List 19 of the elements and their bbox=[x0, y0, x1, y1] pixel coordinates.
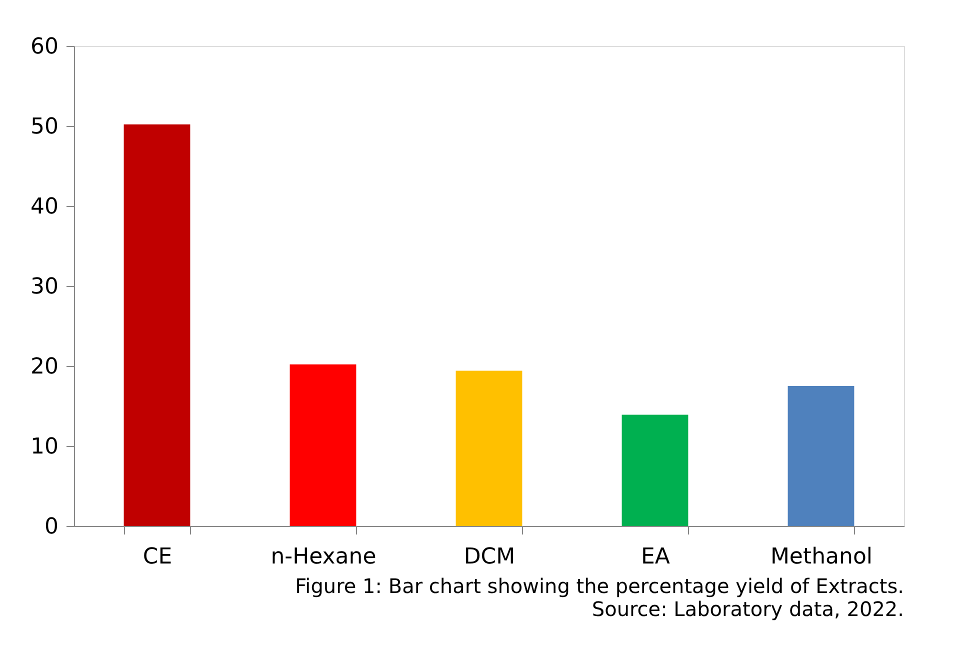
y-tick-label: 50 bbox=[30, 114, 58, 140]
bar bbox=[622, 414, 688, 526]
x-tick-label: n-Hexane bbox=[270, 544, 376, 570]
y-tick-label: 40 bbox=[30, 194, 58, 220]
x-tick-label: EA bbox=[641, 544, 670, 570]
y-tick-label: 30 bbox=[30, 274, 58, 300]
y-tick-label: 10 bbox=[30, 434, 58, 460]
x-tick-label: CE bbox=[142, 544, 172, 570]
y-tick-label: 60 bbox=[30, 34, 58, 60]
source-note: Source: Laboratory data, 2022. bbox=[592, 597, 904, 621]
bar bbox=[124, 124, 190, 526]
bar bbox=[788, 386, 854, 526]
y-tick-label: 20 bbox=[30, 354, 58, 380]
x-tick-label: DCM bbox=[464, 544, 516, 570]
x-tick-label: Methanol bbox=[770, 544, 873, 570]
bar bbox=[290, 364, 356, 526]
y-tick-label: 0 bbox=[44, 514, 58, 540]
caption: Figure 1: Bar chart showing the percentage yield of Extracts. bbox=[295, 574, 904, 598]
bar bbox=[456, 370, 522, 526]
